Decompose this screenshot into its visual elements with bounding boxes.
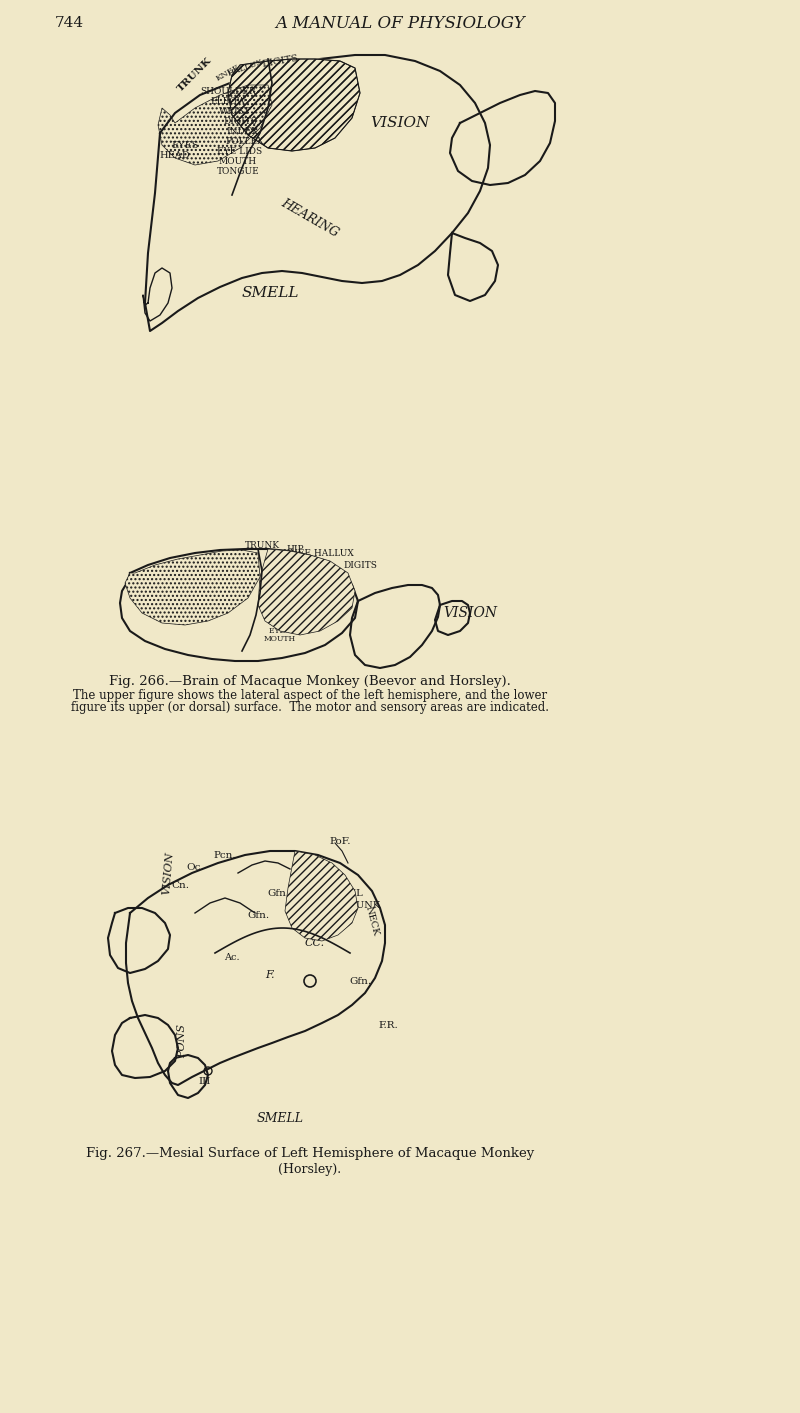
Text: INDEX: INDEX xyxy=(226,127,258,136)
Text: The upper figure shows the lateral aspect of the left hemisphere, and the lower: The upper figure shows the lateral aspec… xyxy=(73,688,547,701)
Text: Gfn.: Gfn. xyxy=(247,910,269,920)
Text: Pcn.: Pcn. xyxy=(214,851,236,859)
Text: MOUTH: MOUTH xyxy=(219,157,257,165)
Text: EYES: EYES xyxy=(171,140,198,150)
Text: TONGUE: TONGUE xyxy=(217,167,259,175)
Text: DIGITS: DIGITS xyxy=(261,54,299,69)
Polygon shape xyxy=(125,550,260,625)
Text: III: III xyxy=(199,1077,211,1085)
Text: OO.: OO. xyxy=(296,861,314,869)
Text: SHOULDER: SHOULDER xyxy=(262,568,318,578)
Text: VISION: VISION xyxy=(370,116,430,130)
Text: VISION: VISION xyxy=(161,851,175,894)
Text: F.: F. xyxy=(266,969,274,981)
Text: HEAD: HEAD xyxy=(160,151,190,160)
Polygon shape xyxy=(448,233,498,301)
Text: EYE L.: EYE L. xyxy=(269,627,295,634)
Text: POLLEX: POLLEX xyxy=(269,619,301,627)
Polygon shape xyxy=(112,1015,178,1078)
Text: POLLEX: POLLEX xyxy=(226,137,264,146)
Text: Oc.: Oc. xyxy=(186,863,204,872)
Text: TRUNK: TRUNK xyxy=(343,900,381,910)
Text: Gfn.: Gfn. xyxy=(267,889,289,897)
Text: KNEE HALLUX: KNEE HALLUX xyxy=(282,548,354,558)
Text: ELBOW: ELBOW xyxy=(210,96,246,106)
Polygon shape xyxy=(450,90,555,185)
Text: SMELL: SMELL xyxy=(257,1112,303,1125)
Polygon shape xyxy=(228,59,360,151)
Polygon shape xyxy=(143,268,172,321)
Text: HIP: HIP xyxy=(328,879,348,887)
Text: (Horsley).: (Horsley). xyxy=(278,1163,342,1176)
Text: 744: 744 xyxy=(55,16,84,30)
Text: DIGITS: DIGITS xyxy=(223,116,257,126)
Polygon shape xyxy=(108,909,170,974)
Text: SHOULDER: SHOULDER xyxy=(200,86,256,96)
Text: KNEE: KNEE xyxy=(310,869,340,877)
Polygon shape xyxy=(435,601,470,634)
Text: Fig. 266.—Brain of Macaque Monkey (Beevor and Horsley).: Fig. 266.—Brain of Macaque Monkey (Beevo… xyxy=(109,674,511,688)
Text: figure its upper (or dorsal) surface.  The motor and sensory areas are indicated: figure its upper (or dorsal) surface. Th… xyxy=(71,701,549,715)
Text: PONS: PONS xyxy=(177,1024,187,1058)
Polygon shape xyxy=(145,55,490,331)
Polygon shape xyxy=(126,851,385,1085)
Text: F.R.: F.R. xyxy=(378,1020,398,1030)
Polygon shape xyxy=(258,550,355,634)
Text: Gfn.: Gfn. xyxy=(349,976,371,985)
Text: DIGITS: DIGITS xyxy=(273,599,307,608)
Text: HALLUX: HALLUX xyxy=(226,58,264,78)
Text: Cn.: Cn. xyxy=(171,880,189,890)
Text: WRIST: WRIST xyxy=(274,588,306,598)
Polygon shape xyxy=(285,851,358,941)
Text: SMELL: SMELL xyxy=(242,285,298,300)
Text: HEAD: HEAD xyxy=(140,574,170,582)
Text: VISION: VISION xyxy=(443,606,497,620)
Text: EYE LIDS: EYE LIDS xyxy=(218,147,262,155)
Text: TRUNK: TRUNK xyxy=(245,541,279,550)
Text: Fig. 267.—Mesial Surface of Left Hemisphere of Macaque Monkey: Fig. 267.—Mesial Surface of Left Hemisph… xyxy=(86,1146,534,1160)
Text: HIP: HIP xyxy=(286,544,304,554)
Text: ELBOW: ELBOW xyxy=(270,578,306,588)
Text: WRIST: WRIST xyxy=(219,106,251,116)
Polygon shape xyxy=(120,550,358,661)
Text: KNEE: KNEE xyxy=(214,64,242,83)
Text: EYES: EYES xyxy=(154,586,182,595)
Text: MOUTH: MOUTH xyxy=(264,634,296,643)
Polygon shape xyxy=(168,1056,208,1098)
Text: A MANUAL OF PHYSIOLOGY: A MANUAL OF PHYSIOLOGY xyxy=(275,14,525,31)
Text: INDEX: INDEX xyxy=(269,609,301,617)
Text: PoF.: PoF. xyxy=(330,836,350,845)
Text: CC.: CC. xyxy=(305,938,325,948)
Text: NECK: NECK xyxy=(364,906,380,937)
Text: Ac.: Ac. xyxy=(224,954,240,962)
Text: TAIL: TAIL xyxy=(340,889,364,897)
Text: DIGITS: DIGITS xyxy=(343,561,377,569)
Text: HEARING: HEARING xyxy=(279,196,341,240)
Text: TRUNK: TRUNK xyxy=(176,57,214,93)
Polygon shape xyxy=(350,585,440,668)
